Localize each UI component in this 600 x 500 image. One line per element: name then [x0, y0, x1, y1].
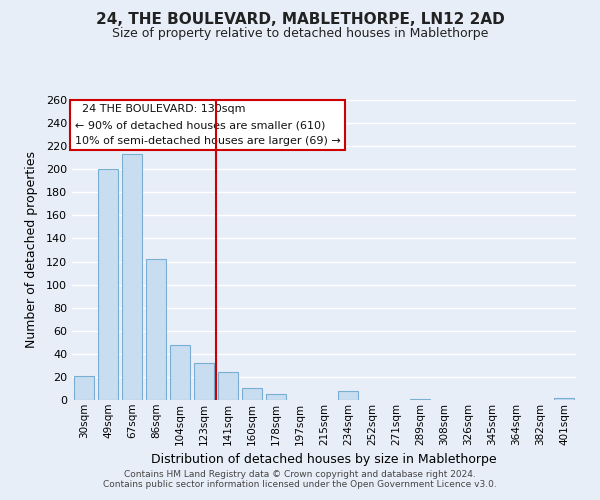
X-axis label: Distribution of detached houses by size in Mablethorpe: Distribution of detached houses by size … — [151, 453, 497, 466]
Text: 24 THE BOULEVARD: 130sqm  
← 90% of detached houses are smaller (610)
10% of sem: 24 THE BOULEVARD: 130sqm ← 90% of detach… — [74, 104, 340, 146]
Bar — [170, 344, 190, 400]
Bar — [410, 399, 430, 400]
Bar — [218, 372, 238, 400]
Bar — [122, 154, 142, 400]
Bar — [146, 259, 166, 400]
Bar — [338, 391, 358, 400]
Bar — [194, 363, 214, 400]
Text: Contains public sector information licensed under the Open Government Licence v3: Contains public sector information licen… — [103, 480, 497, 489]
Text: Contains HM Land Registry data © Crown copyright and database right 2024.: Contains HM Land Registry data © Crown c… — [124, 470, 476, 479]
Text: 24, THE BOULEVARD, MABLETHORPE, LN12 2AD: 24, THE BOULEVARD, MABLETHORPE, LN12 2AD — [95, 12, 505, 28]
Bar — [554, 398, 574, 400]
Bar — [266, 394, 286, 400]
Bar — [242, 388, 262, 400]
Y-axis label: Number of detached properties: Number of detached properties — [25, 152, 38, 348]
Bar — [98, 169, 118, 400]
Text: Size of property relative to detached houses in Mablethorpe: Size of property relative to detached ho… — [112, 28, 488, 40]
Bar — [74, 376, 94, 400]
